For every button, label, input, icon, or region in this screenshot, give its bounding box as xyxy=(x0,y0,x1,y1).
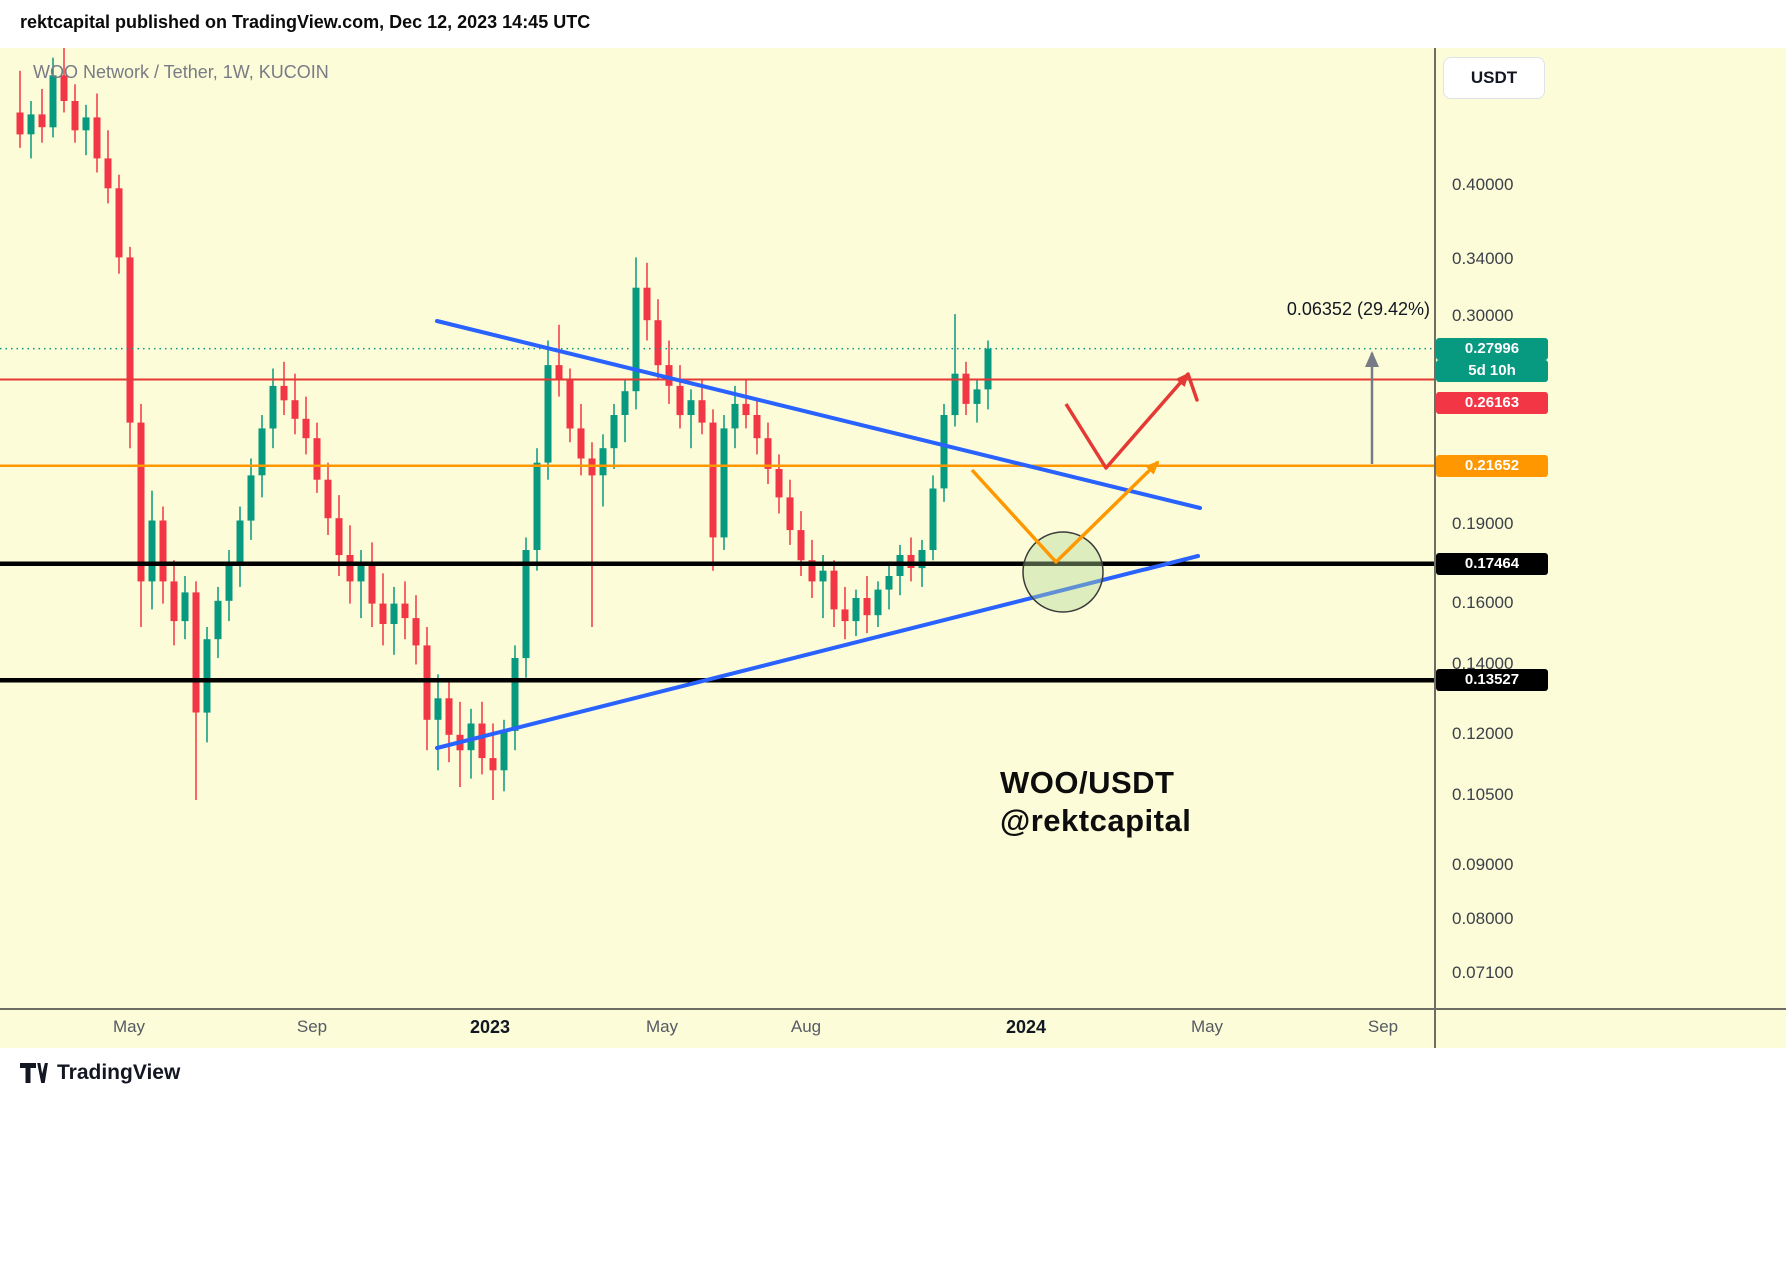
y-axis-tick-label: 0.10500 xyxy=(1452,784,1514,804)
symbol-title[interactable]: WOO Network / Tether, 1W, KUCOIN xyxy=(33,62,329,82)
watermark: WOO/USDT @rektcapital xyxy=(1000,764,1191,840)
x-axis-tick-label: May xyxy=(1190,1017,1224,1036)
x-axis-tick-label: May xyxy=(645,1017,679,1036)
x-axis-tick-label: 2024 xyxy=(1005,1017,1047,1037)
red-level-badge: 0.26163 xyxy=(1436,392,1548,415)
y-axis-tick-label: 0.34000 xyxy=(1452,249,1514,269)
y-axis-tick-label: 0.09000 xyxy=(1452,854,1514,874)
y-axis-tick-label: 0.16000 xyxy=(1452,592,1514,612)
y-axis-tick-label: 0.30000 xyxy=(1452,306,1514,326)
measure-annotation-label: 0.06352 (29.42%) xyxy=(1286,299,1430,319)
orange-level-badge: 0.21652 xyxy=(1436,454,1548,477)
x-axis-tick-label: May xyxy=(112,1017,146,1036)
black-level-badge-upper: 0.17464 xyxy=(1436,552,1548,575)
time-axis-separator[interactable] xyxy=(0,1008,1786,1010)
watermark-handle: @rektcapital xyxy=(1000,803,1192,838)
black-level-badge-lower: 0.13527 xyxy=(1436,669,1548,692)
x-axis-tick-label: Aug xyxy=(790,1017,822,1036)
chart-pane[interactable] xyxy=(0,48,1786,1048)
footer-attribution: TradingView xyxy=(18,1060,180,1086)
time-axis[interactable]: May Sep 2023 May Aug 2024 May Sep xyxy=(0,1008,1434,1048)
y-axis-tick-label: 0.07100 xyxy=(1452,962,1514,982)
countdown-badge: 5d 10h xyxy=(1436,359,1548,382)
watermark-symbol: WOO/USDT xyxy=(1000,765,1175,800)
y-axis-tick-label: 0.19000 xyxy=(1452,514,1514,534)
y-axis-tick-label: 0.08000 xyxy=(1452,908,1514,928)
x-axis-tick-label: Sep xyxy=(296,1017,328,1036)
x-axis-tick-label: 2023 xyxy=(469,1017,511,1037)
y-axis-tick-label: 0.12000 xyxy=(1452,723,1514,743)
currency-toggle-button[interactable]: USDT xyxy=(1443,57,1545,99)
tradingview-brand[interactable]: TradingView xyxy=(57,1061,181,1084)
tradingview-logo-icon[interactable] xyxy=(18,1060,48,1086)
y-axis-tick-label: 0.14000 xyxy=(1452,653,1514,673)
x-axis-tick-label: Sep xyxy=(1367,1017,1399,1036)
publish-info: rektcapital published on TradingView.com… xyxy=(20,12,591,32)
current-price-badge: 0.27996 xyxy=(1436,337,1548,360)
price-axis-separator[interactable] xyxy=(1434,48,1436,1048)
price-axis[interactable]: 0.40000 0.34000 0.30000 0.19000 0.16000 0.140… xyxy=(1434,48,1786,1048)
publish-bar: rektcapital published on TradingView.com… xyxy=(0,0,1786,48)
y-axis-tick-label: 0.40000 xyxy=(1452,175,1514,194)
